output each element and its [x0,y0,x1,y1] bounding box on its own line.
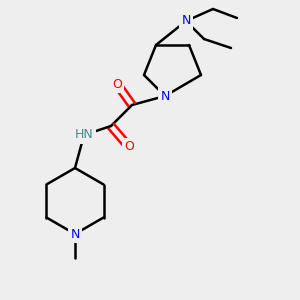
Text: N: N [181,14,191,28]
Text: O: O [112,77,122,91]
Text: HN: HN [75,128,93,142]
Text: N: N [160,89,170,103]
Text: O: O [124,140,134,154]
Text: N: N [70,227,80,241]
